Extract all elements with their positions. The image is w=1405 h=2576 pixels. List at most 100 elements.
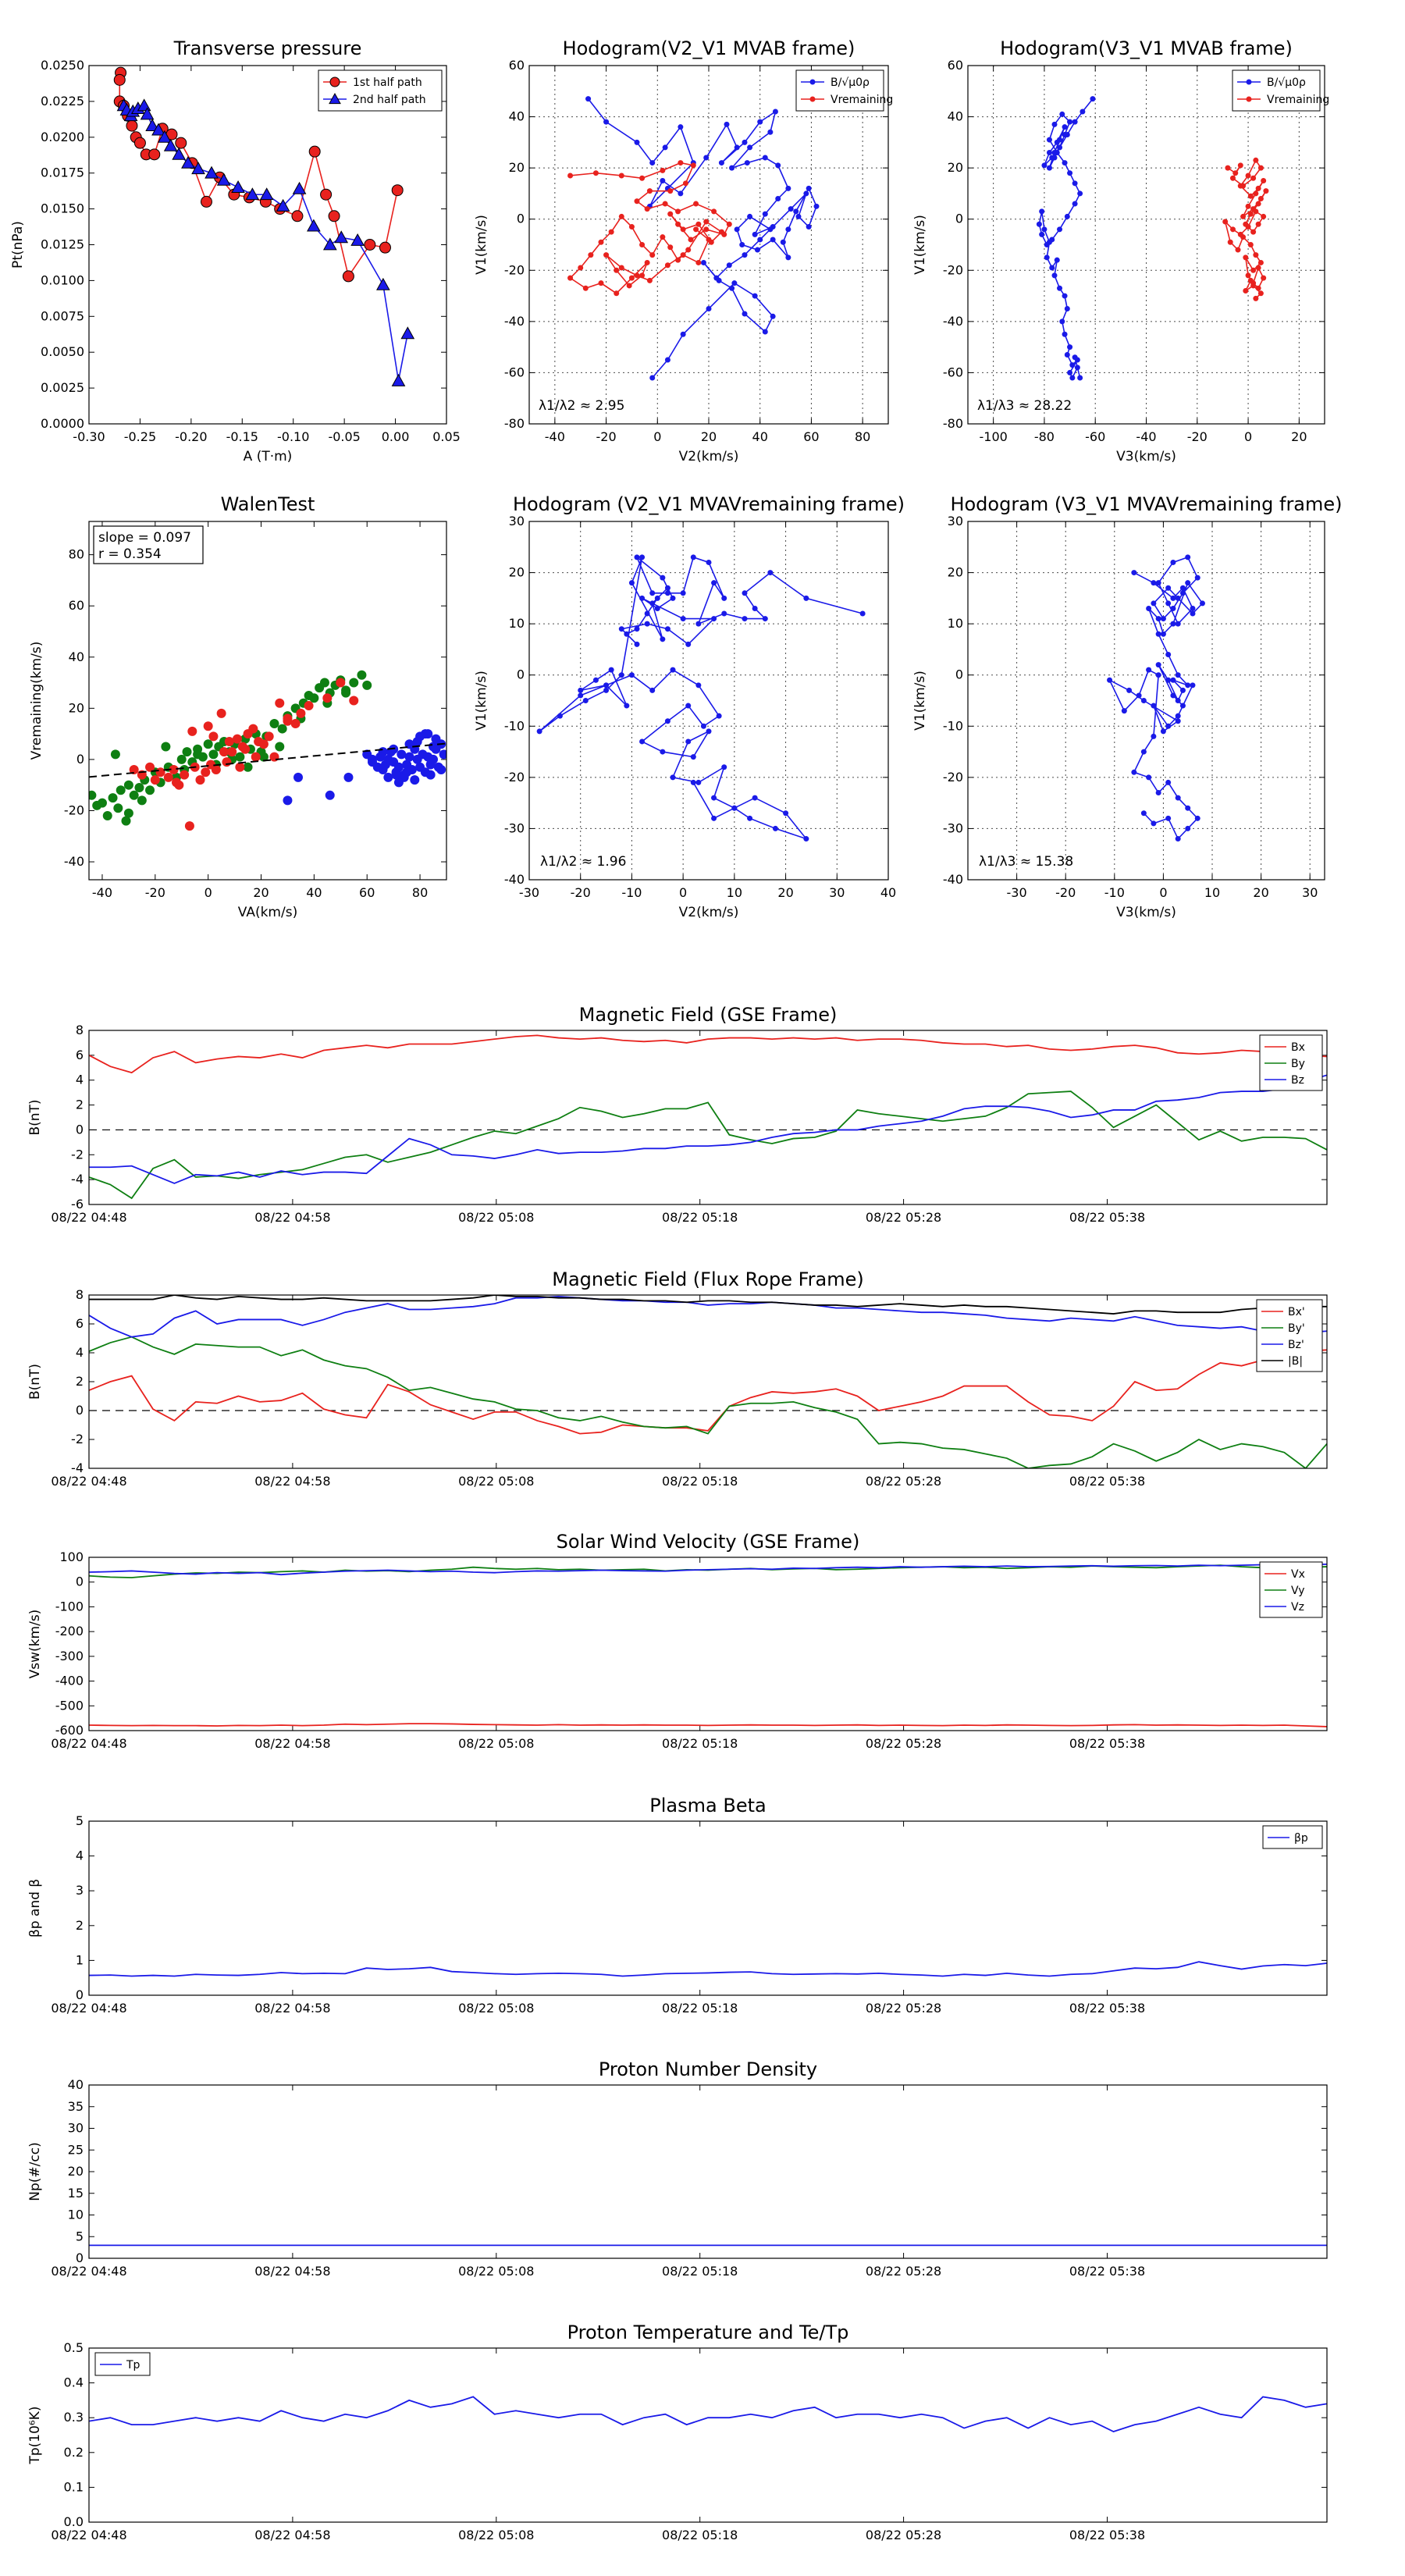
- data-point: [378, 747, 388, 757]
- data-point: [1064, 305, 1070, 311]
- plot-frame: [528, 521, 889, 881]
- x-tick-label: -80: [1034, 429, 1055, 444]
- data-point: [1046, 137, 1052, 143]
- x-tick-label: -40: [545, 429, 565, 444]
- y-tick-label: 4: [76, 1073, 84, 1087]
- plot-area: [89, 1034, 1327, 1200]
- x-tick-label: 0: [1244, 429, 1252, 444]
- chart-ts_beta: 0 1 2 3 4 5 08/22 04:48 08/22 04:58 08/22 05:08 0…: [27, 1795, 1328, 2016]
- legend-marker: [329, 76, 340, 87]
- data-point: [227, 747, 237, 757]
- plot-area: [89, 2396, 1327, 2433]
- data-point: [1175, 795, 1181, 801]
- data-point: [1080, 109, 1086, 115]
- data-point: [1069, 362, 1076, 368]
- y-tick-label: 20: [69, 700, 84, 715]
- data-point: [243, 762, 253, 772]
- data-point: [1222, 219, 1229, 225]
- y-tick-label: 5: [76, 1813, 84, 1828]
- series-line-p: [89, 1961, 1327, 1977]
- data-point: [718, 229, 724, 235]
- data-point: [664, 585, 670, 591]
- plot-frame: [88, 2084, 1328, 2259]
- data-point: [1155, 580, 1161, 586]
- y-tick-label: 30: [68, 2121, 84, 2136]
- y-tick-label: 0: [76, 752, 84, 767]
- data-point: [187, 726, 197, 736]
- data-point: [711, 616, 717, 622]
- x-tick-label: 30: [1302, 885, 1318, 900]
- y-tick-label: 0.0175: [41, 165, 84, 180]
- data-point: [1250, 229, 1257, 235]
- x-tick-label: 08/22 05:38: [1069, 1210, 1145, 1225]
- x-tick-label: 08/22 04:48: [51, 1736, 126, 1751]
- data-point: [379, 241, 391, 254]
- data-point: [795, 213, 802, 219]
- chart-h2: -100 -80 -60 -40 -20 0 20 -80 -60 -40 -20 0 20 40 60 Ho…: [912, 37, 1329, 464]
- data-point: [634, 139, 640, 145]
- data-point: [1155, 616, 1161, 622]
- x-tick-label: 08/22 05:38: [1069, 1474, 1145, 1489]
- plot-area: [89, 1563, 1327, 1727]
- data-point: [729, 285, 735, 291]
- data-point: [1245, 272, 1251, 279]
- eigenvalue-ratio: λ1/λ2 ≈ 1.96: [540, 854, 626, 870]
- data-point: [726, 262, 732, 269]
- data-point: [1054, 257, 1060, 263]
- data-point: [325, 790, 335, 800]
- x-tick-label: 0: [205, 885, 212, 900]
- data-point: [1185, 825, 1191, 831]
- data-point: [1165, 677, 1172, 683]
- series-line-by: [89, 1336, 1327, 1468]
- x-tick-label: 08/22 05:18: [662, 2528, 738, 2542]
- y-tick-label: 4: [76, 1848, 84, 1863]
- x-tick-label: 08/22 05:28: [866, 1736, 941, 1751]
- x-tick-label: -10: [1104, 885, 1125, 900]
- data-point: [1261, 213, 1267, 219]
- data-point: [232, 734, 242, 744]
- legend-box: [318, 69, 443, 112]
- y-tick-label: -6: [71, 1197, 84, 1212]
- data-point: [376, 277, 390, 290]
- x-tick-label: -40: [1136, 429, 1156, 444]
- data-point: [803, 836, 809, 842]
- legend-label: Vz: [1291, 1601, 1304, 1614]
- data-point: [660, 749, 666, 755]
- x-tick-label: -0.20: [175, 429, 207, 444]
- data-point: [1179, 687, 1186, 693]
- plot-area: [89, 1961, 1327, 1977]
- data-point: [129, 790, 139, 800]
- plot-frame: [88, 1030, 1328, 1205]
- legend-label: Bx: [1291, 1041, 1305, 1054]
- x-tick-label: 08/22 05:38: [1069, 2001, 1145, 2016]
- x-tick-label: 08/22 05:38: [1069, 2264, 1145, 2279]
- data-point: [660, 178, 666, 184]
- plot-frame: [528, 65, 889, 425]
- y-tick-label: 30: [509, 514, 525, 528]
- data-point: [110, 749, 120, 760]
- data-point: [1165, 723, 1172, 729]
- x-tick-label: 08/22 05:08: [458, 2264, 534, 2279]
- x-axis-label: A (T·m): [244, 449, 293, 464]
- x-tick-label: 20: [777, 885, 793, 900]
- data-point: [1255, 285, 1261, 291]
- plot-frame: [88, 1557, 1328, 1731]
- data-point: [649, 590, 656, 596]
- data-point: [222, 757, 232, 767]
- data-point: [1072, 180, 1078, 187]
- data-point: [639, 595, 646, 601]
- data-point: [628, 224, 635, 230]
- x-tick-label: 08/22 05:18: [662, 1736, 738, 1751]
- data-point: [208, 749, 219, 760]
- y-tick-label: -20: [64, 802, 84, 817]
- data-point: [578, 692, 584, 699]
- y-tick-label: 20: [509, 160, 525, 175]
- plot-frame: [88, 521, 447, 881]
- y-tick-label: 0: [76, 2250, 84, 2265]
- data-point: [678, 124, 684, 130]
- x-tick-label: 08/22 05:28: [866, 2001, 941, 2016]
- y-tick-label: 0: [76, 1574, 84, 1589]
- data-point: [662, 201, 668, 207]
- data-point: [680, 252, 686, 258]
- data-point: [706, 728, 712, 735]
